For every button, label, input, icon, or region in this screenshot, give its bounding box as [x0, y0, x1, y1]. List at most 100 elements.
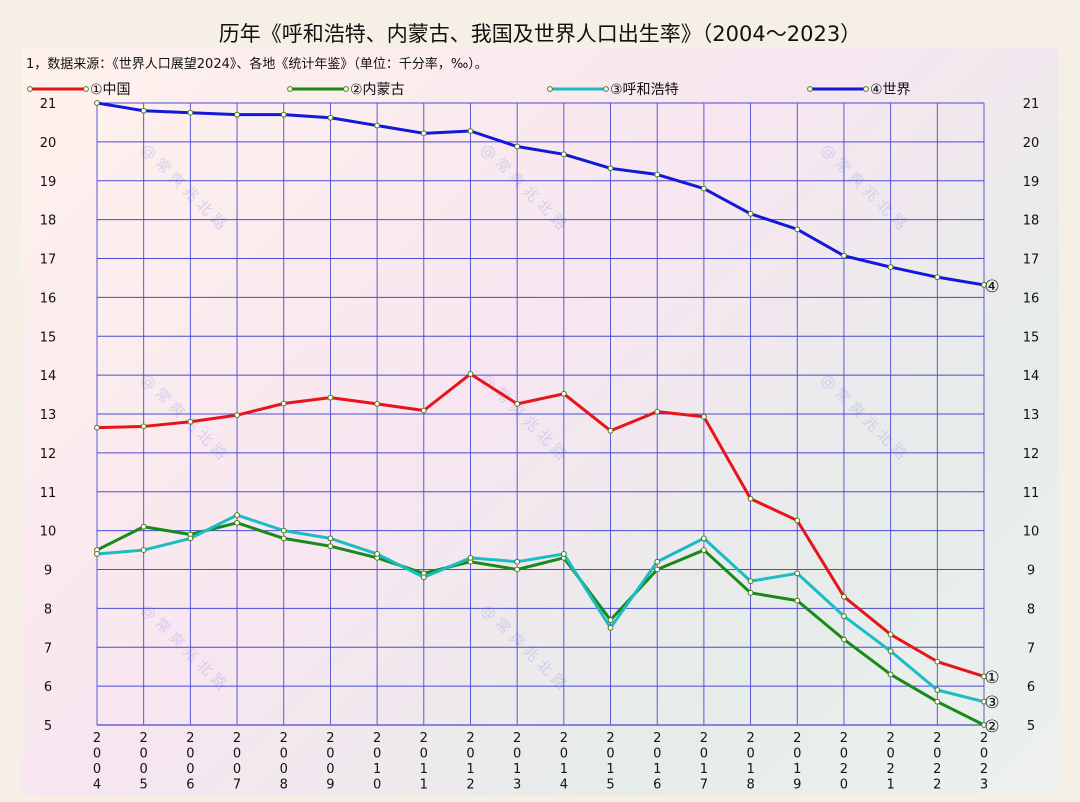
chart-title: 历年《呼和浩特、内蒙古、我国及世界人口出生率》（2004～2023）	[218, 22, 862, 46]
point-s2-2012	[467, 554, 474, 561]
y-tick-left-5: 5	[44, 719, 52, 734]
point-s2-2016	[654, 558, 661, 565]
point-s3-2007	[234, 111, 240, 118]
point-s0-2017	[700, 413, 707, 420]
point-s0-2014	[560, 390, 567, 397]
legend-label-2: ③呼和浩特	[610, 82, 679, 98]
point-s3-2023	[981, 282, 987, 288]
point-s3-2020	[841, 252, 847, 259]
point-s1-2016	[654, 566, 661, 573]
y-tick-left-9: 9	[44, 564, 52, 579]
point-s1-2005	[140, 523, 147, 530]
point-s3-2005	[140, 107, 147, 114]
y-tick-right-21: 21	[1023, 97, 1040, 112]
y-tick-left-11: 11	[40, 486, 57, 501]
y-tick-right-16: 16	[1023, 291, 1040, 306]
point-s2-2023	[981, 698, 987, 705]
watermark-6: @ 常 爽 兆 北 路	[137, 600, 230, 693]
point-s2-2013	[514, 558, 521, 565]
point-s1-2015	[607, 617, 614, 623]
y-tick-left-20: 20	[40, 136, 57, 151]
point-s2-2009	[327, 535, 334, 542]
point-s0-2018	[747, 495, 754, 502]
y-tick-right-8: 8	[1027, 602, 1035, 617]
point-s1-2013	[514, 566, 521, 573]
legend-dot-end-3	[863, 86, 869, 92]
series-lines: ① ② ③ ④	[94, 100, 1000, 737]
x-axis-ticks: 2 0 0 4 2 0 0 5 2 0 0 6 2 0 0 7 2 0 0 8 2 0 0 9 2 0 1 0 2 0 1 1 2 0 1 2 2 0 1 3…	[93, 731, 988, 793]
point-s0-2020	[841, 593, 847, 600]
point-s2-2008	[280, 527, 287, 534]
point-s1-2008	[280, 535, 287, 542]
legend-label-3: ④世界	[870, 82, 911, 98]
point-s3-2012	[467, 128, 474, 134]
legend-label-1: ②内蒙古	[350, 82, 405, 98]
point-s1-2021	[887, 671, 894, 678]
series-line-0	[96, 372, 985, 678]
point-s1-2009	[327, 543, 334, 550]
y-tick-right-14: 14	[1023, 369, 1040, 384]
point-s2-2020	[841, 613, 847, 620]
point-s1-2022	[934, 698, 941, 705]
point-s3-2015	[607, 165, 614, 172]
point-s1-2019	[794, 597, 801, 604]
y-tick-right-19: 19	[1023, 175, 1040, 190]
point-s1-2020	[841, 636, 847, 643]
watermark-4: @ 常 爽 兆 北 路	[477, 370, 570, 463]
point-s0-2016	[654, 408, 661, 415]
legend: ①中国 ②内蒙古 ③呼和浩特 ④世界	[27, 82, 911, 98]
y-tick-right-20: 20	[1023, 136, 1040, 151]
legend-dot-start-3	[807, 86, 813, 92]
y-tick-right-17: 17	[1023, 253, 1040, 268]
point-s2-2021	[887, 648, 894, 655]
point-s3-2008	[280, 111, 287, 118]
point-s2-2006	[187, 535, 194, 542]
point-s3-2019	[794, 226, 801, 233]
point-s0-2019	[794, 517, 801, 524]
point-s2-2018	[747, 578, 754, 585]
point-s0-2022	[934, 658, 941, 665]
end-label-0: ①	[984, 668, 999, 688]
point-s1-2007	[234, 519, 240, 526]
legend-dot-end-2	[603, 86, 609, 92]
point-s2-2004	[94, 551, 100, 557]
point-s3-2011	[420, 130, 427, 137]
series-line-2	[96, 513, 985, 704]
legend-dot-start-2	[547, 86, 553, 92]
series-line-3	[96, 101, 985, 287]
end-label-2: ③	[984, 693, 999, 713]
point-s2-2017	[700, 535, 707, 542]
y-tick-left-7: 7	[44, 641, 52, 656]
point-s1-2018	[747, 589, 754, 596]
y-tick-right-9: 9	[1027, 564, 1035, 579]
point-s0-2008	[280, 400, 287, 407]
point-s3-2013	[514, 143, 521, 150]
y-tick-right-6: 6	[1027, 680, 1035, 695]
legend-dot-start-0	[27, 86, 33, 92]
y-tick-right-7: 7	[1027, 641, 1035, 656]
point-s0-2021	[887, 631, 894, 638]
point-s3-2017	[700, 185, 707, 192]
y-tick-left-21: 21	[40, 97, 57, 112]
y-tick-left-8: 8	[44, 602, 52, 617]
point-s3-2021	[887, 264, 894, 270]
point-s0-2010	[374, 400, 381, 407]
point-s3-2009	[327, 114, 334, 121]
point-s0-2006	[187, 418, 194, 425]
point-s3-2022	[934, 274, 941, 281]
y-tick-right-15: 15	[1023, 330, 1040, 345]
point-s0-2012	[467, 371, 474, 377]
y-tick-right-11: 11	[1023, 486, 1040, 501]
